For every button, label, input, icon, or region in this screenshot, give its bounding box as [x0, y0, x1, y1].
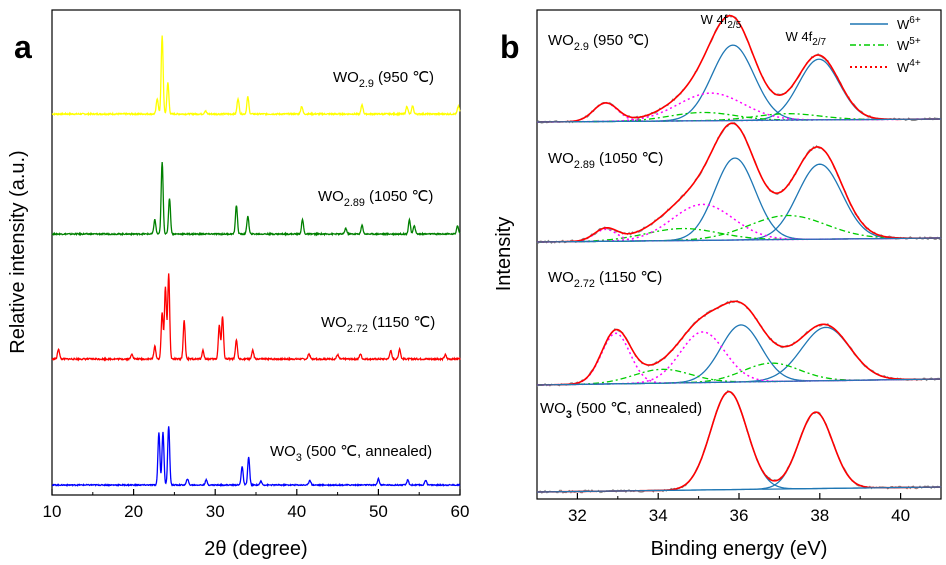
panel-b-y-axis-label: Intensity [493, 217, 515, 291]
panel-a-x-tick-label: 50 [369, 502, 388, 521]
panel-a-series-label: WO2.72 (1150 ℃) [321, 314, 435, 335]
panel-b-raw-data [536, 121, 942, 244]
legend-label: W4+ [897, 58, 921, 75]
panel-b-background [536, 486, 942, 493]
panel-b-background [536, 378, 942, 386]
panel-b-w6-component [536, 157, 942, 243]
panel-b-x-tick-label: 34 [649, 506, 668, 525]
panel-b-w6-component [536, 44, 942, 123]
panel-a-series-line [51, 161, 461, 237]
panel-a-x-tick-label: 40 [287, 502, 306, 521]
panel-b-background [536, 237, 942, 243]
panel-b-spectrum-label: WO2.9 (950 ℃) [548, 32, 649, 53]
panel-a-series-label: WO3 (500 ℃, annealed) [270, 443, 432, 464]
panel-b-w4-component [536, 203, 942, 243]
panel-a-x-tick-label: 20 [124, 502, 143, 521]
panel-a-x-tick-label: 60 [451, 502, 470, 521]
panel-b-plot-frame [536, 9, 942, 500]
panel-b-spectrum-labels: WO2.9 (950 ℃) WO2.89 (1050 ℃) WO2.72 (1150… [540, 32, 702, 421]
panel-a-series-label: WO2.89 (1050 ℃) [318, 188, 433, 209]
panel-b-x-tick-label: 40 [891, 506, 910, 525]
panel-b-spectrum-label: WO2.72 (1150 ℃) [548, 269, 662, 290]
panel-a-x-tick-label: 10 [43, 502, 62, 521]
panel-a-letter: a [14, 29, 32, 65]
panel-b-envelope [536, 14, 942, 123]
panel-a-x-axis: 10 20 30 40 50 60 [43, 489, 470, 521]
panel-b-x-tick-label: 38 [810, 506, 829, 525]
panel-b-envelope [536, 122, 942, 243]
legend-label: W6+ [897, 15, 921, 32]
panel-b-x-tick-label: 32 [568, 506, 587, 525]
panel-b-w5-component [536, 368, 942, 386]
panel-a-series-label: WO2.9 (950 ℃) [333, 69, 434, 90]
panel-a-series-labels: WO2.9 (950 ℃) WO2.89 (1050 ℃) WO2.72 (1150… [270, 69, 435, 464]
panel-b-spectra [536, 14, 942, 494]
panel-b-w4-component [536, 331, 942, 386]
panel-b-x-axis-label: Binding energy (eV) [651, 538, 828, 560]
panel-a-series [51, 35, 461, 488]
panel-b-peak-labels: W 4f2/5 W 4f2/7 [701, 12, 827, 48]
panel-a-series-line [51, 426, 461, 488]
panel-b-x-tick-label: 36 [730, 506, 749, 525]
panel-b-legend: W6+ W5+ W4+ [850, 15, 921, 75]
panel-a-y-axis-label: Relative intensity (a.u.) [7, 150, 29, 353]
panel-a-x-axis-label: 2θ (degree) [204, 538, 307, 560]
legend-label: W5+ [897, 36, 921, 53]
panel-a-xrd-chart: a 10 20 30 40 50 60 WO2.9 (950 ℃) WO2.89 (1050… [7, 9, 470, 560]
panel-b-spectrum-label: WO2.89 (1050 ℃) [548, 150, 663, 171]
panel-b-peak-label: W 4f2/5 [701, 12, 742, 31]
panel-a-series-line [51, 35, 461, 117]
panel-a-series-line [51, 273, 461, 362]
panel-b-letter: b [500, 29, 520, 65]
panel-b-envelope [536, 300, 942, 386]
panel-b-x-axis: 32 34 36 38 40 [568, 493, 910, 525]
panel-a-x-tick-label: 30 [206, 502, 225, 521]
panel-b-xps-chart: b 32 34 36 38 40 WO2.9 (950 ℃) WO2.89 (1050 ℃… [493, 9, 942, 560]
panel-b-w6-component [536, 58, 942, 123]
panel-b-peak-label: W 4f2/7 [785, 29, 826, 48]
panel-b-background [536, 118, 942, 123]
panel-b-w6-component [536, 411, 942, 493]
panel-b-raw-data [536, 299, 942, 387]
panel-b-spectrum-label: WO3 (500 ℃, annealed) [540, 400, 702, 421]
